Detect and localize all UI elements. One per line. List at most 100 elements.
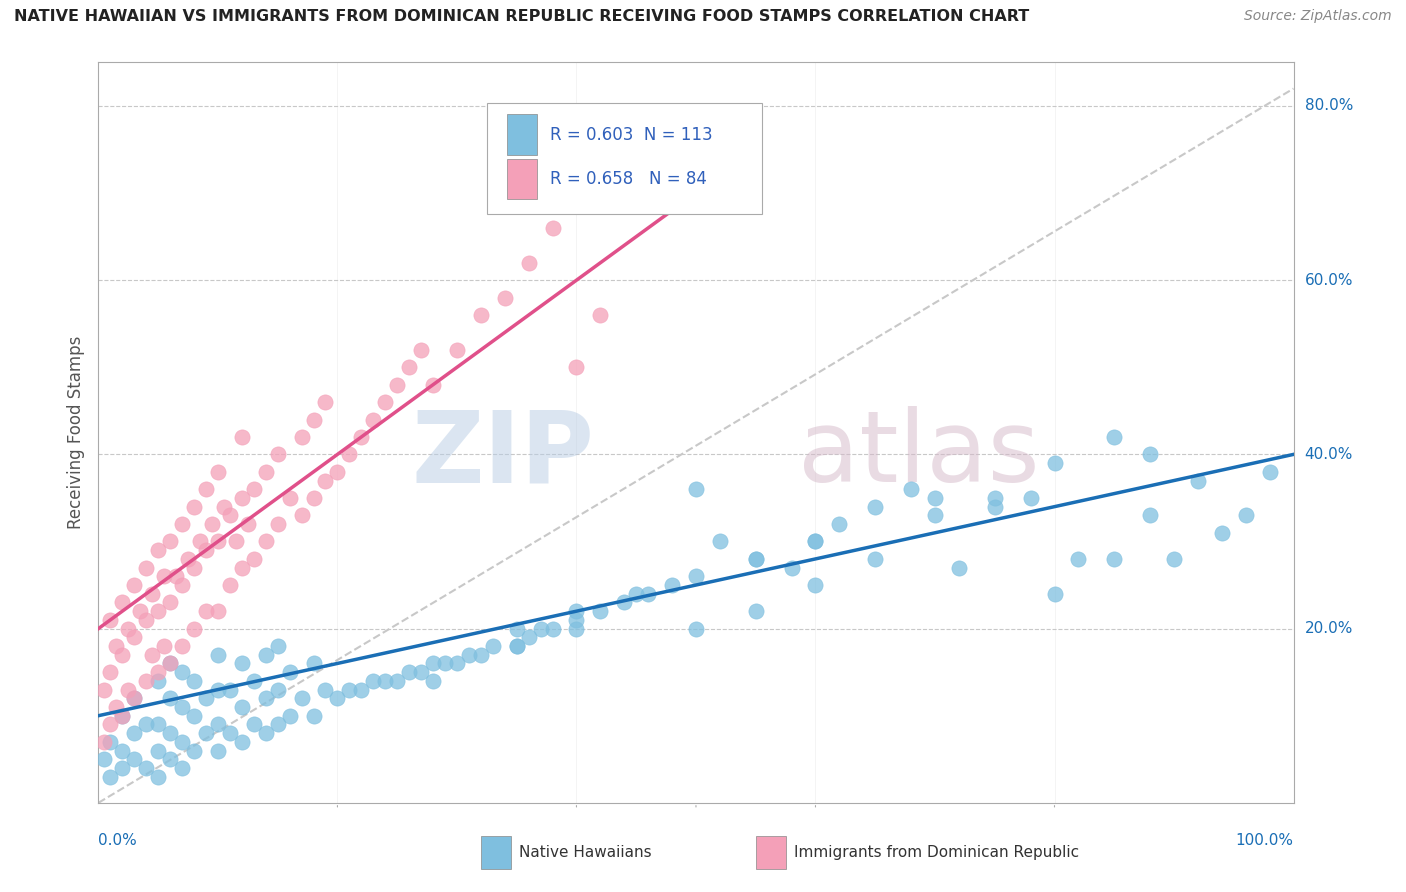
Point: [231, 735, 253, 749]
Point: [231, 491, 253, 505]
Point: [183, 560, 205, 574]
Point: [339, 447, 361, 461]
Point: [159, 691, 181, 706]
Point: [98, 665, 122, 680]
Point: [231, 657, 253, 671]
Point: [339, 682, 361, 697]
Point: [124, 691, 146, 706]
Point: [219, 578, 242, 592]
Point: [709, 534, 731, 549]
Point: [804, 534, 827, 549]
Point: [446, 657, 468, 671]
Point: [565, 604, 588, 618]
Bar: [508, 114, 537, 155]
Point: [254, 648, 277, 662]
Point: [243, 717, 266, 731]
Point: [111, 761, 134, 775]
Point: [494, 291, 516, 305]
Point: [745, 604, 768, 618]
Point: [267, 717, 290, 731]
Point: [589, 308, 612, 322]
Point: [172, 665, 194, 680]
Bar: [481, 836, 510, 870]
Point: [195, 543, 218, 558]
Point: [506, 622, 529, 636]
Point: [159, 595, 181, 609]
Point: [278, 491, 301, 505]
Point: [302, 412, 325, 426]
Point: [183, 622, 205, 636]
Point: [1258, 465, 1281, 479]
Point: [165, 569, 187, 583]
Point: [613, 595, 636, 609]
Point: [148, 743, 170, 757]
Point: [172, 639, 194, 653]
Text: atlas: atlas: [797, 407, 1039, 503]
Point: [153, 639, 176, 653]
Point: [541, 622, 564, 636]
Point: [129, 604, 152, 618]
Point: [148, 673, 170, 688]
Point: [219, 508, 242, 523]
Point: [243, 673, 266, 688]
Point: [626, 587, 648, 601]
Point: [177, 552, 200, 566]
Text: R = 0.658   N = 84: R = 0.658 N = 84: [550, 170, 707, 188]
Point: [153, 569, 176, 583]
Point: [172, 700, 194, 714]
Point: [159, 726, 181, 740]
Point: [183, 500, 205, 514]
Point: [105, 700, 128, 714]
Point: [446, 343, 468, 357]
Point: [159, 657, 181, 671]
Text: 20.0%: 20.0%: [1305, 621, 1353, 636]
Point: [350, 682, 373, 697]
Point: [183, 673, 205, 688]
Text: R = 0.603  N = 113: R = 0.603 N = 113: [550, 126, 713, 144]
Point: [326, 691, 349, 706]
Point: [565, 613, 588, 627]
Point: [984, 491, 1007, 505]
Point: [111, 708, 134, 723]
Point: [804, 578, 827, 592]
Point: [1139, 447, 1161, 461]
Point: [98, 613, 122, 627]
Text: 40.0%: 40.0%: [1305, 447, 1353, 462]
Point: [411, 343, 433, 357]
Point: [195, 482, 218, 496]
Point: [984, 500, 1007, 514]
Point: [828, 517, 851, 532]
Text: Native Hawaiians: Native Hawaiians: [519, 846, 652, 860]
Point: [148, 604, 170, 618]
Point: [278, 665, 301, 680]
Point: [291, 691, 314, 706]
Point: [148, 665, 170, 680]
Point: [98, 735, 122, 749]
Point: [315, 395, 337, 409]
Text: 60.0%: 60.0%: [1305, 273, 1353, 288]
FancyBboxPatch shape: [486, 103, 762, 214]
Point: [93, 752, 115, 766]
Point: [422, 377, 444, 392]
Point: [924, 491, 946, 505]
Point: [1211, 525, 1233, 540]
Point: [172, 517, 194, 532]
Point: [411, 665, 433, 680]
Point: [661, 578, 683, 592]
Point: [637, 587, 659, 601]
Point: [900, 482, 922, 496]
Point: [685, 482, 707, 496]
Point: [124, 578, 146, 592]
Point: [124, 630, 146, 644]
Point: [159, 657, 181, 671]
Point: [1019, 491, 1042, 505]
Y-axis label: Receiving Food Stamps: Receiving Food Stamps: [66, 336, 84, 529]
Point: [470, 648, 492, 662]
Point: [124, 691, 146, 706]
Point: [804, 534, 827, 549]
Point: [172, 735, 194, 749]
Point: [506, 639, 529, 653]
Point: [385, 377, 409, 392]
Point: [589, 604, 612, 618]
Point: [422, 673, 444, 688]
